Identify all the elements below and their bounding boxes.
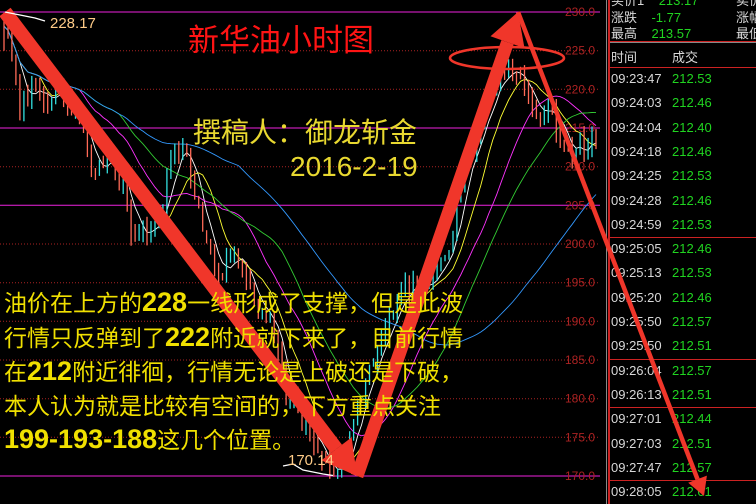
svg-text:210.0: 210.0 <box>565 160 595 174</box>
svg-text:200.0: 200.0 <box>565 237 595 251</box>
svg-text:230.0: 230.0 <box>565 5 595 19</box>
svg-text:180.0: 180.0 <box>565 392 595 406</box>
svg-text:185.0: 185.0 <box>565 353 595 367</box>
svg-text:170.0: 170.0 <box>565 469 595 483</box>
svg-text:225.0: 225.0 <box>565 44 595 58</box>
svg-text:175.0: 175.0 <box>565 430 595 444</box>
svg-text:190.0: 190.0 <box>565 314 595 328</box>
svg-text:195.0: 195.0 <box>565 276 595 290</box>
svg-text:220.0: 220.0 <box>565 82 595 96</box>
